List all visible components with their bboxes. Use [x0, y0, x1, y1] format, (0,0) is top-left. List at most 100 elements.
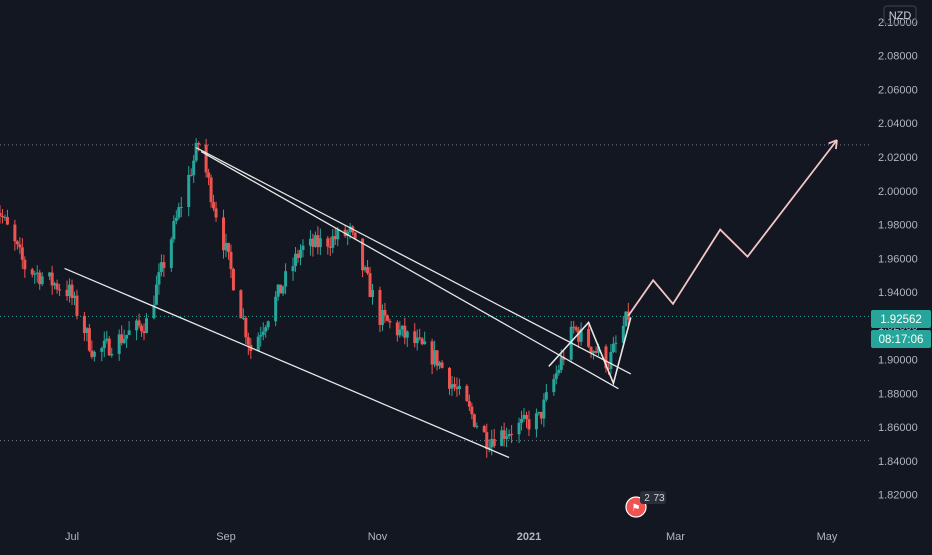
candle-body	[331, 236, 335, 248]
candle-body	[308, 238, 312, 246]
y-tick-label: 2.02000	[878, 152, 918, 164]
candle-body	[510, 433, 514, 435]
candle-body	[457, 385, 461, 390]
candle-body	[485, 432, 489, 450]
events-marker[interactable]: ⚑ 2 73	[625, 491, 666, 518]
candle-body	[261, 331, 265, 336]
candle-body	[87, 328, 91, 351]
candle-body	[23, 259, 27, 270]
candle-body	[0, 215, 4, 218]
projection-line[interactable]	[627, 139, 838, 317]
candle-body	[587, 328, 591, 347]
candle-body	[18, 244, 22, 248]
candle-body	[405, 331, 409, 338]
candle-body	[209, 177, 213, 203]
currency-badge[interactable]	[883, 5, 917, 25]
candle-body	[597, 346, 601, 353]
candle-body	[3, 216, 7, 218]
trendline-lower-channel[interactable]	[64, 267, 510, 459]
candle-body	[100, 348, 104, 352]
candle-body	[135, 320, 139, 331]
candle-body	[557, 369, 561, 374]
candle-body	[467, 401, 471, 407]
horizontal-levels	[0, 144, 870, 442]
candle-body	[127, 330, 131, 335]
candle-body	[435, 350, 439, 366]
candle-body	[246, 337, 250, 345]
candle-body	[537, 412, 541, 414]
candle-body	[524, 414, 528, 420]
candle-body	[455, 387, 459, 390]
candle-body	[85, 328, 89, 333]
x-tick-label: May	[817, 531, 838, 543]
candle-body	[450, 384, 454, 389]
candle-body	[296, 253, 300, 258]
candle-body	[5, 216, 9, 225]
candle-body	[487, 447, 491, 450]
candle-body	[212, 202, 216, 209]
time-axis[interactable]: Jul Sep Nov 2021 Mar May	[0, 520, 932, 550]
candle-body	[154, 284, 158, 305]
candle-body	[70, 284, 74, 298]
candle-body	[221, 217, 225, 251]
candle-body	[346, 232, 350, 237]
zigzag-pattern[interactable]	[548, 317, 632, 386]
time-axis-background	[0, 520, 932, 550]
candle-body	[517, 422, 521, 435]
candle-body	[142, 331, 146, 334]
candle-body	[380, 310, 384, 325]
candle-body	[162, 262, 166, 268]
last-price-value: 1.92562	[880, 314, 922, 326]
candle-body	[507, 433, 511, 437]
y-tick-label: 1.82000	[878, 490, 918, 502]
candle-body	[614, 342, 618, 344]
candle-body	[465, 385, 469, 402]
candle-body	[266, 321, 270, 328]
candle-body	[336, 229, 340, 240]
candle-body	[75, 295, 79, 316]
x-tick-label: 2021	[517, 531, 541, 543]
candle-body	[259, 335, 263, 337]
candle-body	[15, 241, 19, 245]
candle-body	[368, 273, 372, 298]
candle-body	[194, 142, 198, 161]
candle-body	[624, 311, 628, 326]
candle-body	[102, 340, 106, 349]
candle-body	[311, 238, 315, 247]
trendline-middle-channel[interactable]	[200, 151, 619, 390]
projection-path[interactable]	[627, 139, 838, 317]
candle-body	[611, 343, 615, 352]
candle-body	[383, 310, 387, 316]
candle-body	[256, 336, 260, 352]
events-count-badge	[640, 491, 666, 504]
candle-body	[542, 399, 546, 419]
candle-body	[482, 426, 486, 433]
candle-body	[415, 337, 419, 344]
y-tick-label: 1.90000	[878, 355, 918, 367]
trendline-upper-channel[interactable]	[195, 147, 632, 375]
currency-label: NZD	[889, 10, 912, 22]
candle-body	[433, 350, 437, 365]
candle-body	[475, 426, 479, 428]
trend-drawings[interactable]	[0, 104, 632, 459]
candle-body	[294, 253, 298, 267]
candle-body	[55, 283, 59, 290]
candle-body	[197, 142, 201, 145]
candle-body	[140, 325, 144, 332]
candle-body	[361, 238, 365, 271]
countdown-badge	[871, 330, 931, 348]
candle-body	[214, 208, 218, 218]
candle-body	[438, 362, 442, 366]
candle-body	[621, 325, 625, 343]
candle-body	[35, 272, 39, 274]
price-axis[interactable]: 1.820001.840001.860001.880001.900001.920…	[870, 0, 932, 520]
candle-body	[301, 245, 305, 250]
candle-body	[385, 315, 389, 321]
candle-body	[30, 269, 34, 275]
candle-body	[609, 351, 613, 370]
candle-body	[50, 272, 54, 286]
candle-body	[125, 334, 129, 339]
candle-body	[33, 273, 37, 275]
